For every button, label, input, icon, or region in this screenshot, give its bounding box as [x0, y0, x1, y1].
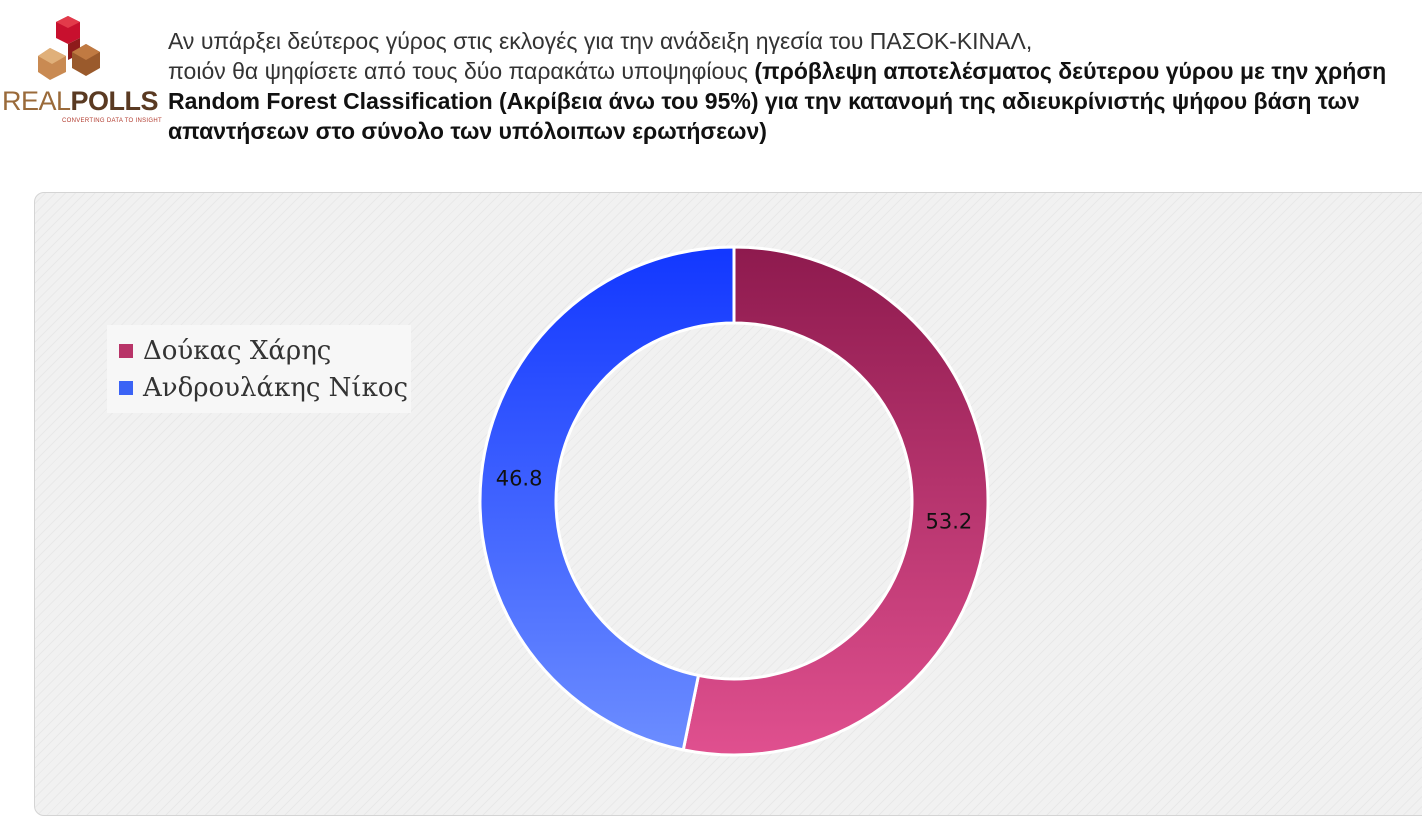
question-line-2: ποιόν θα ψηφίσετε από τους δύο παρακάτω …	[168, 58, 755, 84]
logo-wordmark: REALPOLLS	[2, 86, 159, 117]
method-note: (πρόβλεψη αποτελέσματος δεύτερου γύρου μ…	[168, 58, 1387, 144]
logo-word-real: REAL	[2, 86, 71, 116]
chart-legend: Δούκας Χάρης Ανδρουλάκης Νίκος	[107, 325, 411, 413]
legend-label-androulakis: Ανδρουλάκης Νίκος	[143, 373, 409, 403]
question-header: Αν υπάρξει δεύτερος γύρος στις εκλογές γ…	[168, 26, 1398, 146]
slice-label-1: 46.8	[496, 466, 543, 490]
legend-label-doukas: Δούκας Χάρης	[143, 336, 332, 366]
realpolls-logo: REALPOLLS CONVERTING DATA TO INSIGHT	[0, 14, 162, 124]
question-line-1: Αν υπάρξει δεύτερος γύρος στις εκλογές γ…	[168, 28, 1033, 54]
logo-tagline: CONVERTING DATA TO INSIGHT	[62, 118, 162, 124]
legend-item-doukas: Δούκας Χάρης	[119, 334, 331, 368]
legend-item-androulakis: Ανδρουλάκης Νίκος	[119, 371, 408, 405]
legend-swatch-doukas	[119, 344, 133, 358]
logo-word-polls: POLLS	[70, 86, 159, 116]
slice-label-0: 53.2	[926, 510, 973, 534]
chart-panel: Δούκας Χάρης Ανδρουλάκης Νίκος 53.2 46.8	[34, 192, 1422, 816]
donut-slice-1	[478, 245, 736, 752]
legend-swatch-androulakis	[119, 381, 133, 395]
donut-chart: 53.2 46.8	[478, 245, 990, 757]
donut-slice-0	[681, 245, 990, 757]
logo-cubes-icon	[38, 16, 100, 80]
